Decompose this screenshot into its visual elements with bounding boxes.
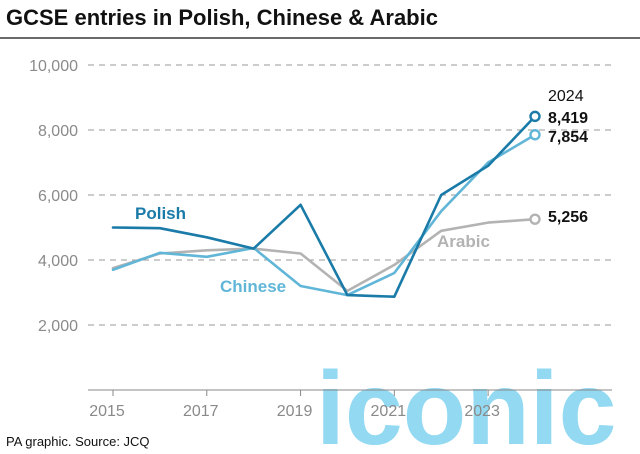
source-note: PA graphic. Source: JCQ <box>6 434 150 449</box>
annotations: Polish Chinese Arabic 2024 8,419 7,854 5… <box>135 88 588 296</box>
watermark-logo: iconic <box>316 351 617 454</box>
series-lines <box>111 115 537 299</box>
polish-end-marker <box>529 110 541 123</box>
y-tick-label: 10,000 <box>29 58 78 75</box>
y-tick-label: 8,000 <box>38 123 78 140</box>
x-tick-label: 2023 <box>464 403 500 420</box>
polish-series-line <box>111 115 537 299</box>
x-tick-label: 2017 <box>183 403 219 420</box>
chart-title: GCSE entries in Polish, Chinese & Arabic <box>6 5 438 30</box>
arabic-series-label: Arabic <box>437 232 490 251</box>
x-tick-label: 2015 <box>89 403 125 420</box>
chinese-series-label: Chinese <box>220 277 286 296</box>
arabic-end-marker <box>529 213 541 225</box>
arabic-end-value: 5,256 <box>548 209 588 226</box>
x-tick-label: 2021 <box>371 403 407 420</box>
y-tick-label: 2,000 <box>38 318 78 335</box>
end-year-label: 2024 <box>548 88 584 105</box>
chinese-end-value: 7,854 <box>548 129 588 146</box>
chinese-series-line <box>111 133 537 297</box>
y-tick-label: 4,000 <box>38 253 78 270</box>
y-axis-ticks: 2,000 4,000 6,000 8,000 10,000 <box>29 58 78 335</box>
polish-end-value: 8,419 <box>548 110 588 127</box>
polish-series-label: Polish <box>135 204 186 223</box>
gridlines <box>88 64 612 326</box>
x-axis-ticks: 2015 2017 2019 2021 2023 <box>89 390 500 420</box>
arabic-series-line <box>111 217 537 293</box>
end-markers <box>529 110 541 225</box>
y-tick-label: 6,000 <box>38 188 78 205</box>
chinese-end-marker <box>529 129 541 141</box>
x-tick-label: 2019 <box>277 403 313 420</box>
